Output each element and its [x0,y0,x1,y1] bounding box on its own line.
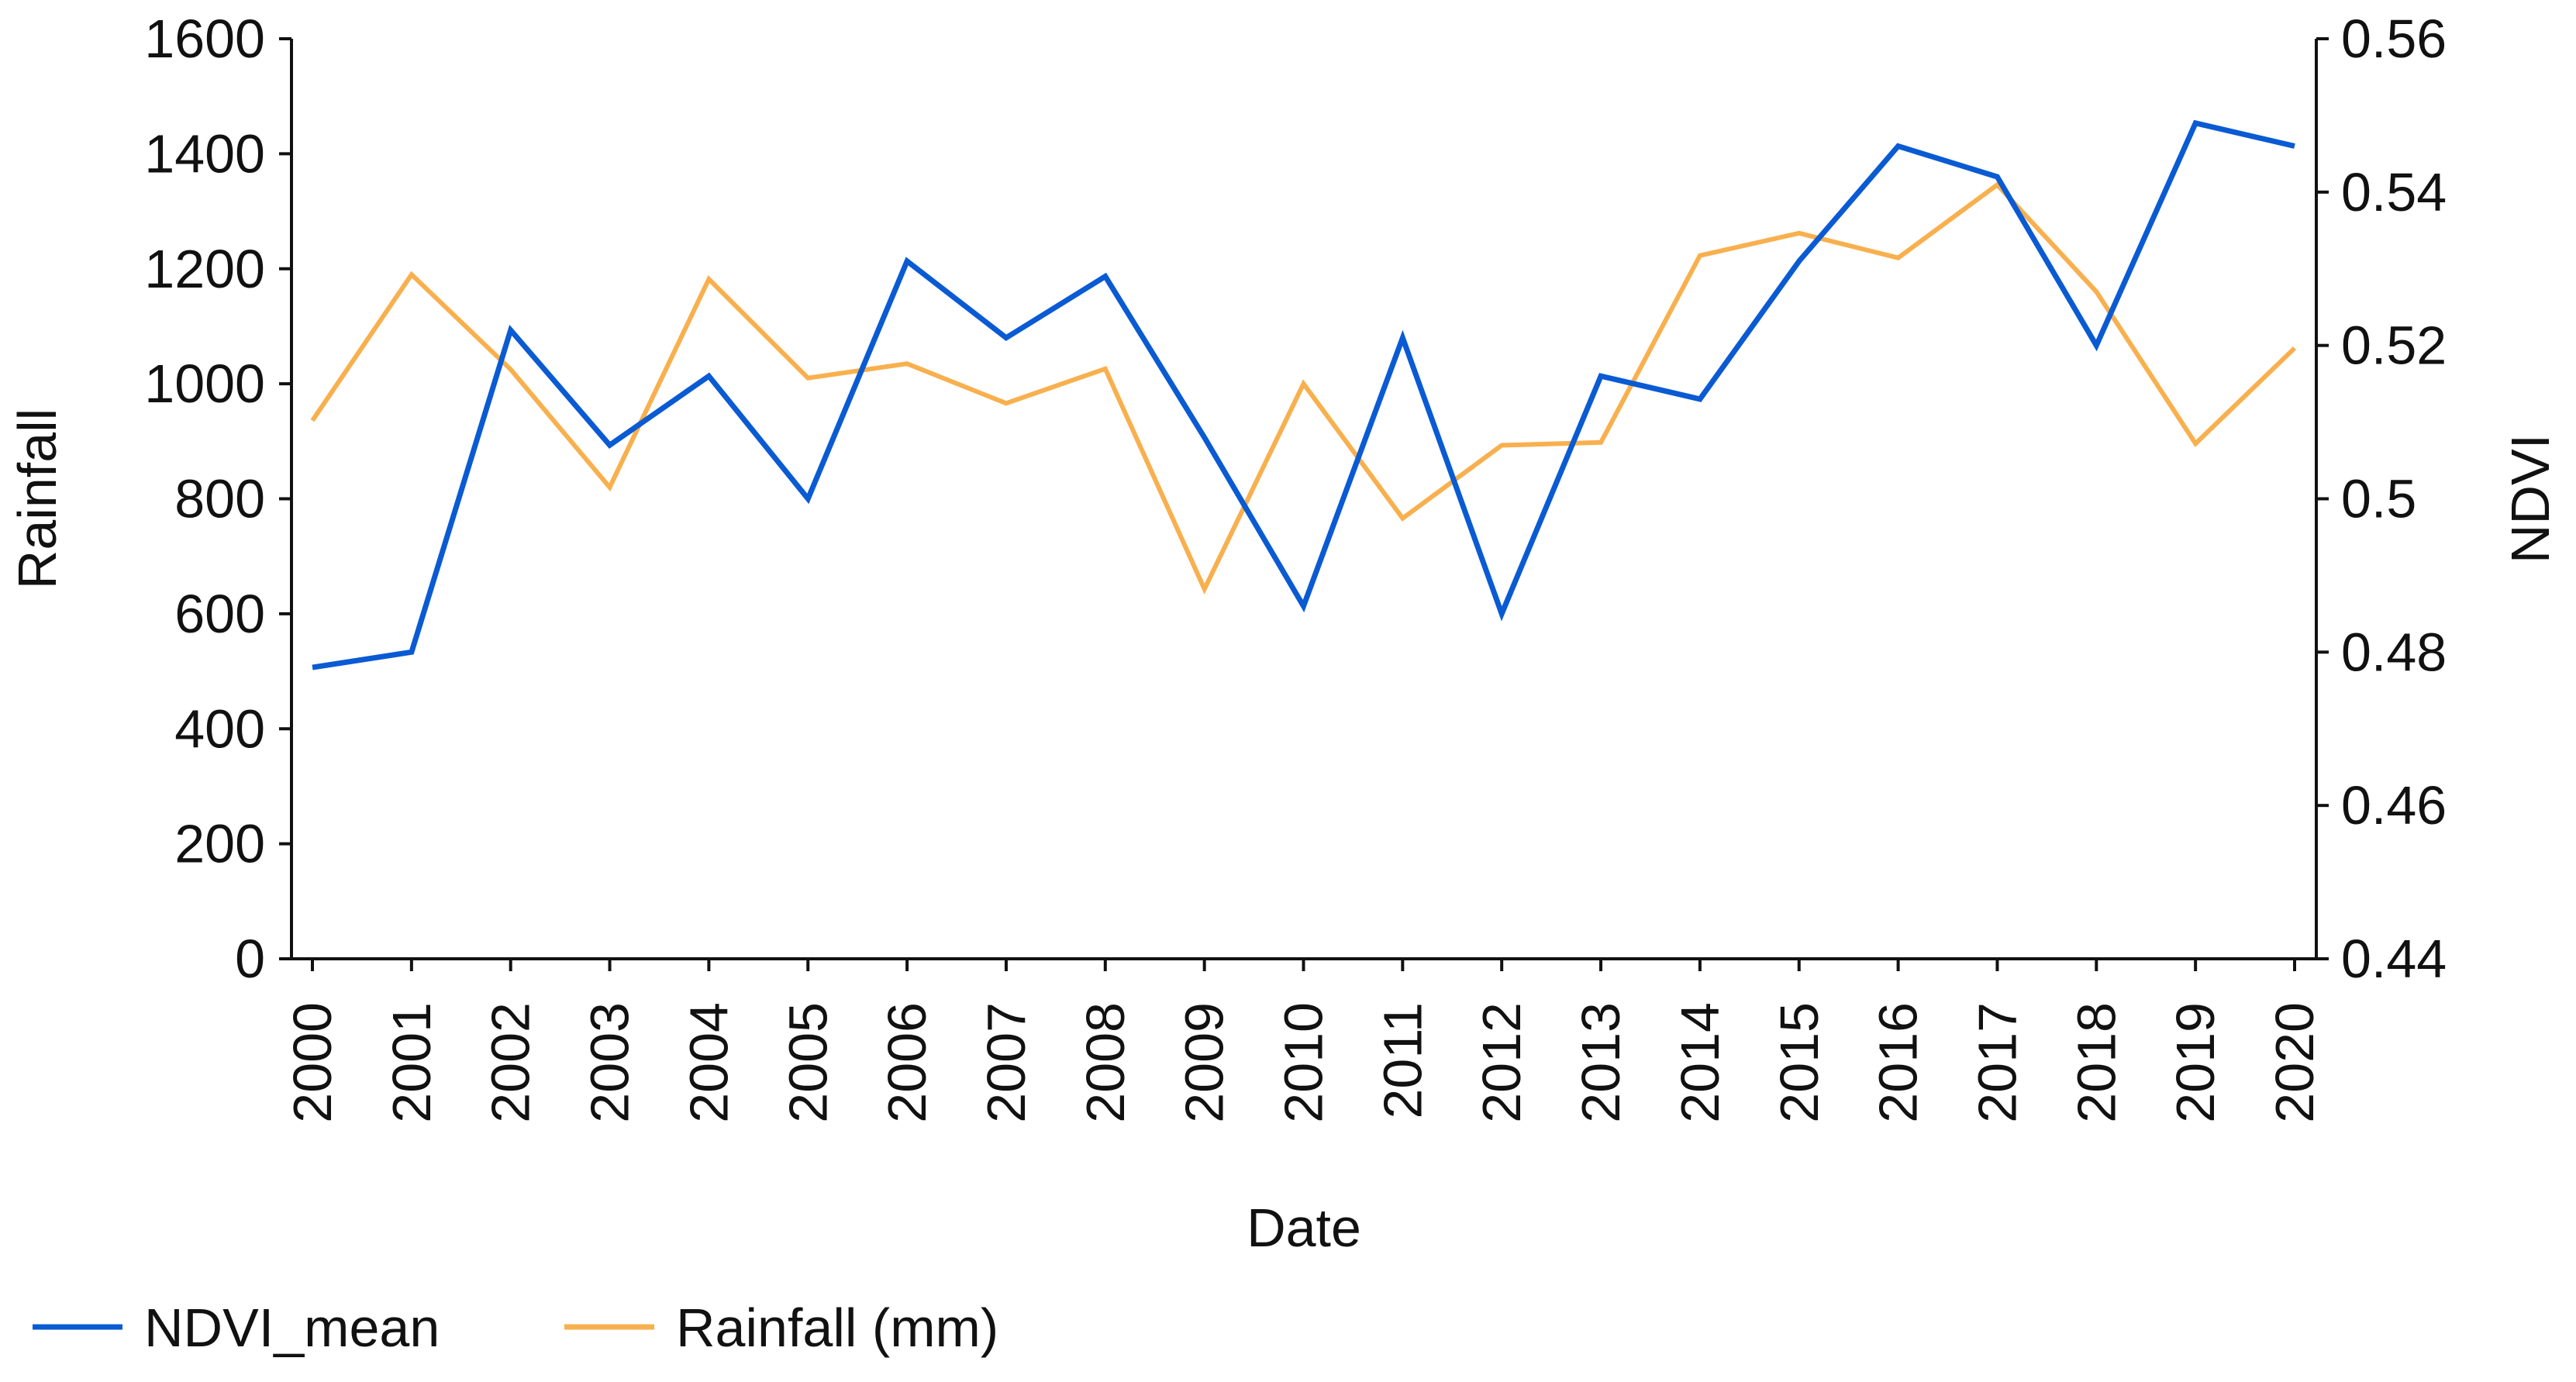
y-axis-right-title: NDVI [2500,434,2560,563]
data-point-ndvi-mean [1598,374,1603,378]
legend-label-rainfall-mm: Rainfall (mm) [676,1298,998,1358]
right-y-tick-label: 0.5 [2341,469,2416,529]
data-point-ndvi-mean [1400,336,1405,340]
data-point-ndvi-mean [1302,604,1306,608]
data-point-ndvi-mean [1995,174,1999,179]
data-point-ndvi-mean [310,665,315,670]
data-point-ndvi-mean [1896,143,1901,148]
data-point-rainfall-mm [1797,231,1802,236]
data-point-rainfall-mm [1400,516,1405,521]
series-line-ndvi-mean [312,119,2295,670]
data-point-ndvi-mean [509,328,513,333]
x-tick-label: 2003 [580,1002,640,1123]
data-point-rainfall-mm [409,272,414,277]
right-y-tick-label: 0.44 [2341,929,2447,989]
data-point-rainfall-mm [608,485,612,490]
x-tick-label: 2013 [1571,1002,1631,1123]
left-y-tick-label: 0 [235,929,265,989]
x-tick-label: 2007 [976,1002,1036,1123]
x-tick-label: 2010 [1274,1002,1334,1123]
data-point-rainfall-mm [1004,401,1009,405]
data-point-rainfall-mm [2193,441,2198,446]
x-tick-label: 2009 [1174,1002,1235,1123]
data-point-ndvi-mean [1499,612,1504,616]
data-point-ndvi-mean [2094,343,2098,348]
data-point-ndvi-mean [1797,259,1802,264]
left-y-tick-label: 1000 [144,353,265,414]
data-point-rainfall-mm [1302,381,1306,386]
y-axis-left-title: Rainfall [7,408,67,589]
x-tick-label: 2014 [1670,1002,1730,1123]
legend: NDVI_mean Rainfall (mm) [33,1298,998,1358]
data-point-ndvi-mean [2292,143,2297,148]
legend-label-ndvi-mean: NDVI_mean [144,1298,440,1358]
data-point-rainfall-mm [1698,253,1702,258]
x-tick-label: 2015 [1769,1002,1829,1123]
x-tick-label: 2020 [2264,1002,2325,1123]
x-tick-label: 2008 [1075,1002,1136,1123]
data-point-ndvi-mean [1202,435,1207,439]
left-y-tick-label: 1600 [144,9,265,69]
x-tick-label: 2011 [1372,1002,1433,1119]
data-point-rainfall-mm [905,361,909,366]
x-tick-label: 2004 [678,1002,739,1123]
data-point-ndvi-mean [409,650,414,654]
data-point-rainfall-mm [1598,440,1603,445]
data-point-ndvi-mean [1004,336,1009,340]
series-line-rainfall-mm [310,181,2297,595]
left-y-tick-label: 200 [174,814,265,874]
right-y-tick-label: 0.48 [2341,622,2447,682]
data-point-ndvi-mean [2193,121,2198,126]
series-layer [310,119,2297,670]
data-point-rainfall-mm [2292,346,2297,350]
data-point-rainfall-mm [1202,587,1207,591]
data-point-rainfall-mm [805,376,810,381]
data-point-rainfall-mm [2094,289,2098,294]
x-tick-label: 2002 [481,1002,541,1123]
data-point-rainfall-mm [1499,443,1504,448]
data-point-ndvi-mean [905,259,909,264]
right-y-tick-label: 0.56 [2341,9,2447,69]
data-point-rainfall-mm [310,419,315,423]
right-y-tick-label: 0.54 [2341,162,2447,222]
data-point-ndvi-mean [805,497,810,501]
right-y-tick-label: 0.46 [2341,775,2447,836]
data-point-ndvi-mean [1103,274,1108,279]
data-point-rainfall-mm [1103,367,1108,371]
left-y-tick-label: 600 [174,584,265,644]
data-point-ndvi-mean [706,374,711,378]
x-tick-label: 2019 [2165,1002,2226,1123]
x-tick-label: 2017 [1967,1002,2027,1123]
data-point-rainfall-mm [706,277,711,281]
x-tick-label: 2001 [381,1002,442,1123]
data-point-ndvi-mean [608,443,612,447]
x-tick-label: 2000 [282,1002,343,1123]
x-axis-title: Date [1247,1198,1361,1258]
x-tick-label: 2006 [877,1002,937,1123]
data-point-rainfall-mm [509,367,513,372]
left-y-tick-label: 400 [174,698,265,759]
x-tick-label: 2018 [2066,1002,2126,1123]
right-y-tick-label: 0.52 [2341,315,2447,376]
left-y-tick-label: 1400 [144,123,265,184]
x-tick-label: 2005 [778,1002,838,1123]
data-point-ndvi-mean [1698,397,1702,402]
axes-layer: 0 200 400 600 800 1000 1200 1400 1600 0.44 0.46 0.4… [7,9,2560,1258]
x-tick-label: 2016 [1868,1002,1929,1123]
data-point-rainfall-mm [1896,256,1901,260]
x-tick-label: 2012 [1471,1002,1532,1123]
left-y-tick-label: 800 [174,469,265,529]
left-y-tick-label: 1200 [144,239,265,299]
